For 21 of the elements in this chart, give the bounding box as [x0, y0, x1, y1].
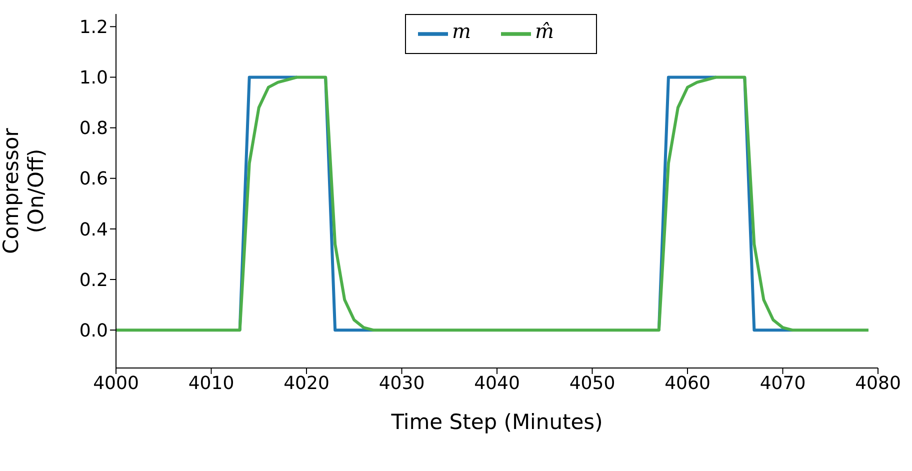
y-tick-label: 0.6 — [79, 168, 108, 190]
y-tick-label: 1.2 — [79, 17, 108, 38]
y-axis-title: Compressor (On/Off) — [0, 128, 48, 254]
y-tick-label: 0.0 — [79, 320, 108, 342]
y-tick-label: 1.0 — [79, 68, 108, 89]
y-tick-label: 0.8 — [79, 118, 108, 140]
x-tick-label: 4030 — [378, 372, 425, 394]
y-tick-label: 0.4 — [79, 219, 108, 240]
x-tick-label: 4070 — [760, 372, 806, 394]
x-tick-label: 4000 — [93, 372, 139, 394]
x-tick-label: 4010 — [188, 372, 234, 394]
x-tick-label: 4060 — [664, 372, 710, 394]
line-series — [116, 76, 870, 332]
x-tick-label: 4020 — [284, 372, 330, 394]
x-axis-title: Time Step (Minutes) — [390, 410, 603, 434]
x-tick-label: 4040 — [474, 372, 520, 394]
legend-label: m — [452, 19, 471, 44]
y-tick-label: 0.2 — [79, 270, 108, 291]
x-tick-label: 4050 — [569, 372, 616, 394]
legend-label: m̂ — [535, 19, 554, 44]
x-tick-label: 4080 — [855, 372, 901, 394]
